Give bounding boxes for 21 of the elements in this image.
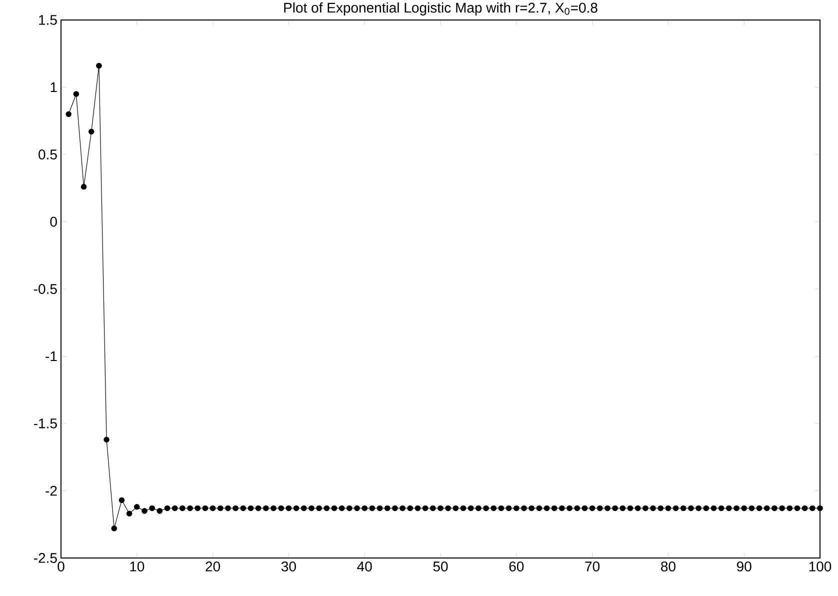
y-tick-label: -1 [46,351,57,362]
chart-title: Plot of Exponential Logistic Map with r=2.7, X$_{0}$=0.8 [284,2,598,16]
y-tick-label: 0.5 [38,150,57,160]
y-tick-label: -2 [46,486,57,496]
x-tick-label: 30 [281,562,296,572]
x-tick-label: 100 [809,562,832,572]
x-tick-label: 50 [433,562,448,572]
x-tick-label: 20 [206,562,220,572]
x-tick-label: 0 [58,562,64,572]
y-tick-label: 0 [50,216,57,227]
x-tick-label: 40 [357,562,372,572]
x-tick-label: 80 [661,562,676,572]
y-tick-label: 1 [50,82,57,92]
x-tick-label: 90 [736,562,752,572]
y-tick-label: -1.5 [34,418,57,428]
x-tick-label: 60 [509,562,524,572]
y-tick-label: -2.5 [34,553,57,563]
x-tick-label: 70 [585,562,600,572]
x-tick-label: 10 [130,562,144,572]
y-tick-label: -0.5 [34,284,57,294]
y-tick-label: 1.5 [39,15,57,25]
